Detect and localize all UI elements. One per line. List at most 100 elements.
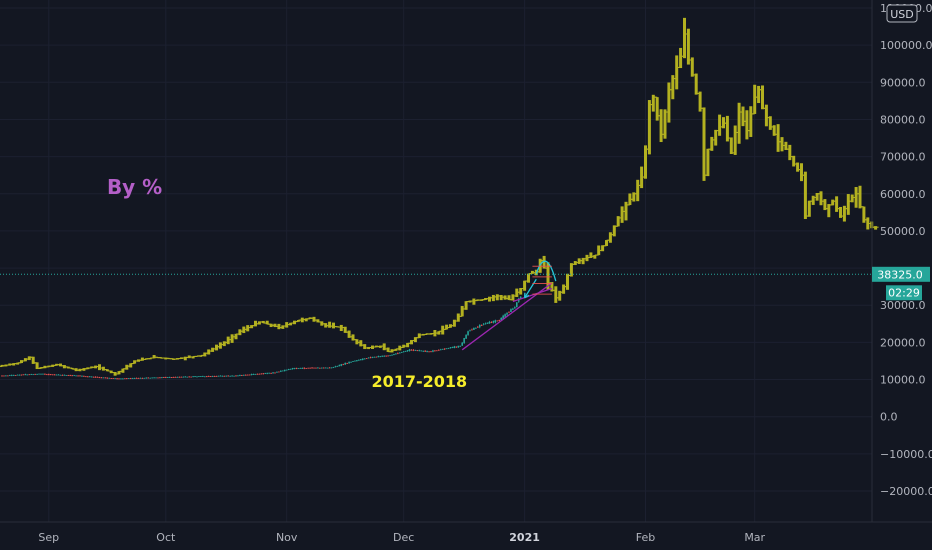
- candle: [51, 374, 54, 376]
- candle: [420, 350, 423, 352]
- candle: [453, 345, 456, 349]
- candle: [231, 375, 233, 377]
- candle: [510, 308, 512, 313]
- price-axis-label: −20000.0: [880, 485, 932, 498]
- candle: [145, 377, 148, 379]
- annotation-2017-2018[interactable]: 2017-2018: [371, 372, 467, 391]
- candle: [432, 349, 434, 353]
- candle: [422, 350, 424, 353]
- ohlc-bar: [872, 226, 879, 230]
- candle: [79, 375, 81, 377]
- price-axis-label: 50000.0: [880, 225, 926, 238]
- arc-drawing[interactable]: [535, 260, 557, 282]
- candle: [439, 348, 442, 351]
- price-axis-label: 0.0: [880, 411, 898, 424]
- candle: [375, 356, 378, 358]
- candle: [149, 377, 151, 379]
- candle: [301, 367, 304, 370]
- candle: [198, 376, 200, 377]
- candle: [243, 374, 245, 376]
- candle: [360, 358, 362, 361]
- candle: [44, 373, 46, 375]
- candle: [256, 373, 259, 375]
- candle: [219, 375, 222, 377]
- candle: [211, 375, 214, 378]
- arrow-drawing[interactable]: [523, 278, 537, 299]
- candle: [108, 377, 111, 379]
- candle: [494, 319, 497, 324]
- price-axis-label: 100000.0: [880, 39, 932, 52]
- fib-drawing[interactable]: [532, 265, 552, 295]
- candle: [434, 350, 436, 352]
- candle: [354, 360, 356, 362]
- candle: [202, 375, 204, 377]
- candle: [418, 349, 421, 352]
- candle: [88, 376, 91, 378]
- price-axis-label: 60000.0: [880, 188, 926, 201]
- candle: [192, 375, 194, 378]
- candle: [282, 370, 284, 372]
- time-axis-labels[interactable]: Sep Oct Nov Dec 2021 Feb Mar: [38, 531, 765, 544]
- candle: [131, 377, 134, 380]
- candle: [496, 320, 499, 322]
- candle: [266, 372, 268, 375]
- candle: [321, 367, 323, 369]
- time-axis-label: Oct: [156, 531, 176, 544]
- candle: [377, 355, 380, 358]
- candle: [46, 373, 48, 376]
- candle: [213, 375, 216, 377]
- candle: [461, 341, 463, 346]
- candle: [457, 345, 460, 348]
- candle: [299, 367, 302, 369]
- candle: [441, 348, 444, 350]
- candle: [428, 351, 430, 353]
- candle: [20, 374, 23, 376]
- countdown-label: 02:29: [888, 286, 920, 299]
- candle: [514, 306, 516, 309]
- candle: [246, 374, 249, 376]
- candle: [87, 376, 89, 378]
- currency-badge[interactable]: USD: [886, 4, 918, 23]
- candle: [114, 377, 116, 380]
- annotation-by-percent[interactable]: By %: [107, 175, 162, 199]
- candle: [451, 346, 454, 349]
- candle: [383, 355, 385, 357]
- candle: [223, 375, 226, 377]
- candle: [155, 377, 157, 379]
- candle: [73, 374, 75, 377]
- candle: [274, 372, 276, 374]
- candle: [324, 367, 327, 369]
- candle: [196, 376, 198, 378]
- yellow-ohlc-series: [0, 17, 879, 376]
- candle: [28, 374, 31, 376]
- candle: [285, 369, 288, 371]
- candle: [412, 349, 415, 352]
- candle: [225, 375, 228, 377]
- candle: [147, 377, 150, 379]
- price-axis-label: 80000.0: [880, 113, 926, 126]
- candle: [235, 375, 237, 377]
- candle: [36, 373, 38, 375]
- candle: [98, 376, 101, 379]
- candle: [492, 320, 495, 324]
- price-axis-label: 70000.0: [880, 151, 926, 164]
- trend-line[interactable]: [512, 287, 553, 303]
- candle: [322, 367, 325, 369]
- candle: [188, 376, 190, 378]
- candle: [233, 375, 235, 377]
- candle: [408, 348, 411, 352]
- candle: [239, 374, 241, 377]
- candle: [371, 356, 374, 359]
- candle: [1, 375, 3, 377]
- grid: [0, 0, 872, 522]
- candle: [311, 367, 313, 369]
- last-price-label: 38325.0: [877, 268, 923, 281]
- price-axis-label: 20000.0: [880, 336, 926, 349]
- candle: [69, 374, 72, 377]
- candle: [5, 375, 7, 377]
- candle: [516, 302, 518, 308]
- last-price-tag: 38325.0: [872, 266, 930, 282]
- candle: [3, 375, 5, 377]
